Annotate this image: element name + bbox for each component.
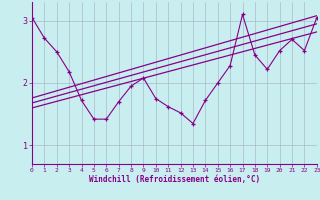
X-axis label: Windchill (Refroidissement éolien,°C): Windchill (Refroidissement éolien,°C) — [89, 175, 260, 184]
